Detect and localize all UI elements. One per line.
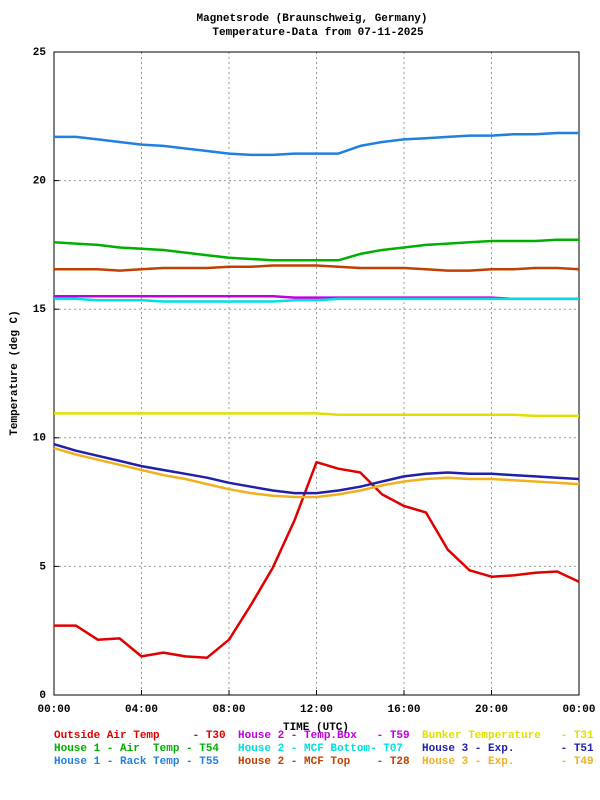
y-tick-label: 0 [39, 690, 46, 702]
data-line [54, 297, 579, 303]
x-tick-label: 00:00 [37, 704, 70, 716]
data-line [54, 460, 580, 659]
x-tick-label: 16:00 [387, 704, 420, 716]
data-line [53, 238, 579, 262]
y-tick-label: 25 [33, 47, 47, 59]
legend-entry: House 2 - MCF Top - T28 [238, 756, 410, 768]
legend-entry: House 2 - MCF Bottom- T07 [238, 743, 403, 755]
data-line [54, 264, 580, 272]
y-tick-label: 15 [33, 304, 47, 316]
legend-entry: Outside Air Temp - T30 [54, 730, 226, 742]
legend-entry: House 1 - Rack Temp - T55 [54, 756, 219, 768]
x-tick-label: 12:00 [300, 704, 333, 716]
legend-entry: House 3 - Exp. - T51 [422, 743, 594, 755]
legend-entry: House 3 - Exp. - T49 [422, 756, 594, 768]
data-line [54, 295, 579, 301]
x-tick-label: 04:00 [125, 704, 158, 716]
x-tick-label: 00:00 [562, 704, 595, 716]
legend-entry: Bunker Temperature - T31 [422, 730, 594, 742]
y-tick-label: 20 [33, 176, 46, 188]
data-line [54, 412, 579, 418]
data-line [54, 131, 579, 157]
plot-frame [53, 51, 580, 696]
x-tick-label: 08:00 [212, 704, 245, 716]
chart-subtitle: Temperature-Data from 07-11-2025 [212, 27, 424, 39]
data-line [53, 446, 580, 499]
chart-title: Magnetsrode (Braunschweig, Germany) [196, 13, 427, 25]
y-axis-label: Temperature (deg C) [9, 310, 21, 435]
y-tick-label: 5 [39, 561, 46, 573]
legend-entry: House 1 - Air Temp - T54 [54, 743, 219, 755]
data-line [53, 443, 580, 495]
x-axis-label: TIME (UTC) [283, 722, 349, 734]
x-tick-label: 20:00 [475, 704, 508, 716]
legend-entry: House 2 - Temp.Box - T59 [238, 730, 410, 742]
y-tick-label: 10 [33, 433, 46, 445]
